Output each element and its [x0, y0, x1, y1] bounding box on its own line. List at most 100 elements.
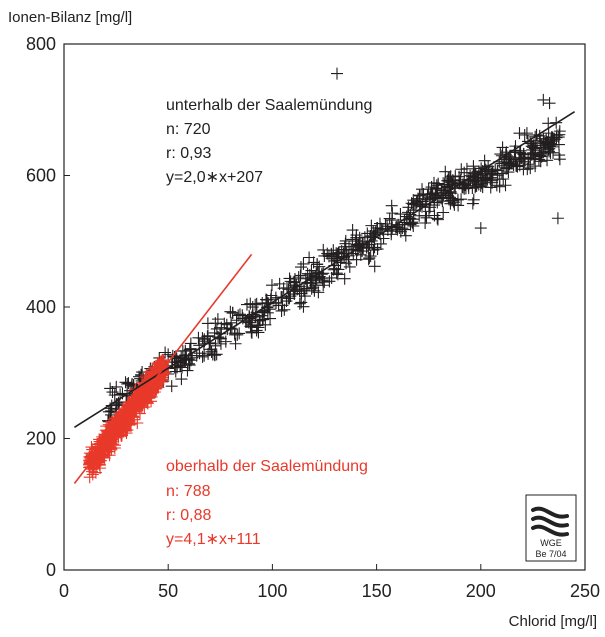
- data-point: [447, 196, 460, 209]
- y-axis-label: Ionen-Bilanz [mg/l]: [8, 9, 132, 26]
- data-point: [204, 336, 217, 349]
- data-point: [517, 163, 530, 176]
- data-point: [553, 153, 566, 166]
- data-point: [108, 415, 121, 428]
- data-point: [211, 313, 224, 326]
- data-point: [206, 348, 219, 361]
- upper-stats-equation: y=2,0∗x+207: [166, 169, 263, 186]
- data-point: [375, 222, 388, 235]
- data-point: [232, 309, 245, 322]
- data-point: [474, 222, 487, 235]
- data-point: [518, 155, 531, 168]
- lower-stats-annotation: oberhalb der Saalemündung n: 788 r: 0,88…: [166, 458, 368, 548]
- data-point: [437, 206, 450, 219]
- data-point: [469, 181, 482, 194]
- data-point: [368, 241, 381, 254]
- data-point: [420, 211, 433, 224]
- data-point: [228, 327, 241, 340]
- data-point: [202, 347, 215, 360]
- data-point: [280, 295, 293, 308]
- data-point: [543, 140, 556, 153]
- data-point: [537, 93, 550, 106]
- data-point: [308, 284, 321, 297]
- data-point: [424, 191, 437, 204]
- data-point: [297, 257, 310, 270]
- data-point: [535, 139, 548, 152]
- upper-stats-title: unterhalb der Saalemündung: [166, 97, 372, 114]
- data-point: [425, 181, 438, 194]
- data-point: [250, 324, 263, 337]
- y-tick-label: 0: [46, 560, 56, 580]
- data-point: [542, 127, 555, 140]
- data-point: [374, 237, 387, 250]
- data-point: [442, 186, 455, 199]
- data-point: [108, 389, 121, 402]
- data-point: [350, 231, 363, 244]
- data-point: [339, 234, 352, 247]
- data-point: [500, 161, 513, 174]
- data-point: [325, 247, 338, 260]
- data-point: [364, 250, 377, 263]
- data-point: [510, 160, 523, 173]
- data-point: [119, 376, 132, 389]
- data-point: [431, 213, 444, 226]
- data-point: [86, 443, 99, 456]
- data-point: [215, 321, 228, 334]
- data-point: [261, 306, 274, 319]
- lower-stats-n: n: 788: [166, 483, 211, 500]
- data-point: [444, 197, 457, 210]
- data-point: [233, 308, 246, 321]
- x-tick-label: 100: [257, 581, 287, 601]
- data-point: [496, 141, 509, 154]
- y-tick-label: 200: [26, 429, 56, 449]
- data-point: [98, 430, 111, 443]
- x-tick-label: 50: [158, 581, 178, 601]
- data-point: [431, 183, 444, 196]
- data-point: [398, 223, 411, 236]
- data-point: [252, 326, 265, 339]
- upper-stats-annotation: unterhalb der Saalemündung n: 720 r: 0,9…: [166, 97, 372, 186]
- data-point: [407, 194, 420, 207]
- fit-lines: [73, 111, 576, 485]
- data-point: [253, 314, 266, 327]
- data-point: [513, 155, 526, 168]
- data-point: [518, 128, 531, 141]
- data-point: [537, 137, 550, 150]
- data-point: [362, 253, 375, 266]
- y-tick-label: 800: [26, 34, 56, 54]
- data-point: [547, 146, 560, 159]
- data-point: [481, 173, 494, 186]
- data-point: [85, 448, 98, 461]
- data-point: [106, 386, 119, 399]
- data-point: [205, 345, 218, 358]
- data-point: [486, 174, 499, 187]
- data-point: [103, 440, 116, 453]
- x-tick-label: 150: [362, 581, 392, 601]
- data-point: [497, 172, 510, 185]
- data-point: [400, 210, 413, 223]
- data-point: [323, 275, 336, 288]
- data-point: [533, 147, 546, 160]
- data-point: [102, 405, 115, 418]
- data-point: [436, 195, 449, 208]
- data-point: [551, 212, 564, 225]
- data-point: [527, 141, 540, 154]
- data-point: [179, 344, 192, 357]
- data-point: [174, 359, 187, 372]
- data-point: [455, 193, 468, 206]
- data-point: [181, 364, 194, 377]
- data-point: [244, 316, 257, 329]
- data-point: [413, 209, 426, 222]
- data-point: [467, 193, 480, 206]
- data-point: [313, 260, 326, 273]
- data-point: [288, 272, 301, 285]
- data-point: [240, 298, 253, 311]
- data-point: [259, 318, 272, 331]
- fit-line-upper: [73, 111, 576, 428]
- data-point: [524, 162, 537, 175]
- x-tick-label: 200: [466, 581, 496, 601]
- data-point: [502, 157, 515, 170]
- data-point: [83, 471, 96, 484]
- data-point: [338, 272, 351, 285]
- data-point: [439, 165, 452, 178]
